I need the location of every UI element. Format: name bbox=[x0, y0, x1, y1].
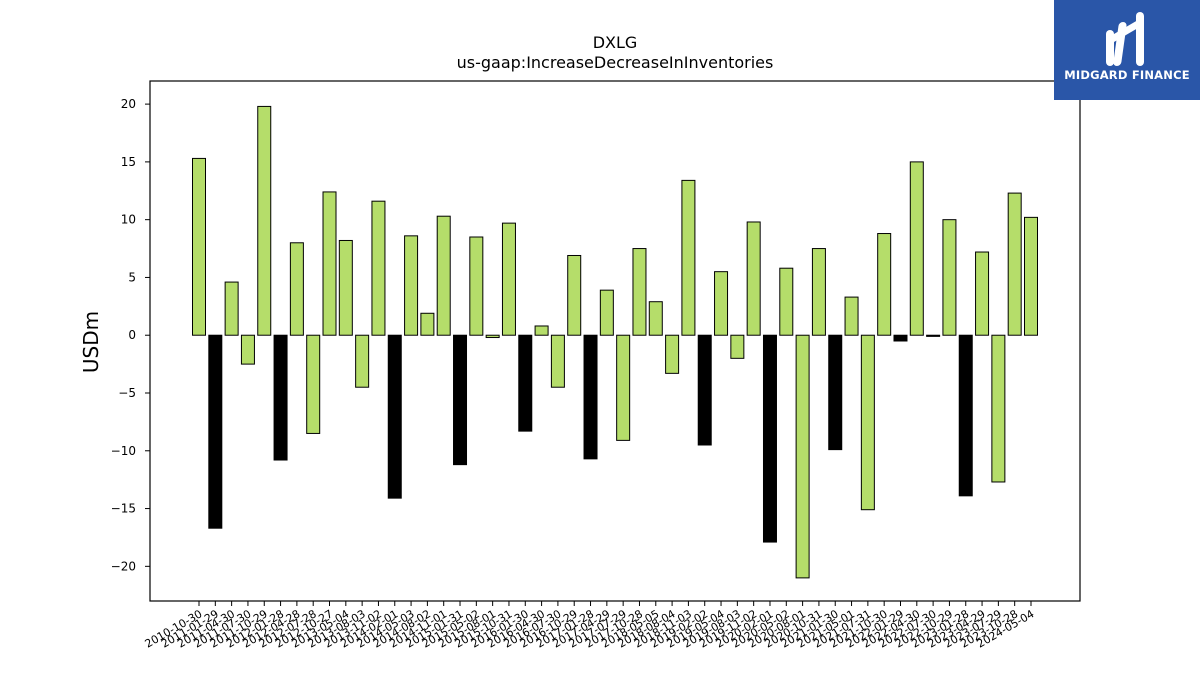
bar bbox=[224, 281, 239, 336]
chart-subtitle: us-gaap:IncreaseDecreaseInInventories bbox=[457, 53, 774, 72]
bar bbox=[991, 334, 1006, 483]
bar bbox=[632, 248, 647, 336]
bar bbox=[844, 296, 859, 336]
bar bbox=[665, 334, 680, 374]
bar bbox=[795, 334, 810, 579]
bar bbox=[746, 221, 761, 336]
bar bbox=[583, 334, 598, 460]
y-axis: 20 15 10 5 0 −5 −10 −15 −20 bbox=[111, 97, 150, 573]
bar bbox=[550, 334, 565, 388]
bar bbox=[909, 161, 924, 336]
bar bbox=[697, 334, 712, 446]
bar bbox=[240, 334, 255, 365]
y-tick-label: 20 bbox=[121, 97, 136, 111]
bar bbox=[730, 334, 745, 359]
bar bbox=[681, 179, 696, 336]
bar bbox=[926, 334, 941, 337]
bar bbox=[534, 325, 549, 336]
bar bbox=[273, 334, 288, 461]
bar bbox=[306, 334, 321, 434]
brand-logo: MIDGARD FINANCE bbox=[1054, 0, 1200, 100]
bar bbox=[762, 334, 777, 543]
bar bbox=[338, 239, 353, 336]
midgard-logo-icon bbox=[1106, 12, 1144, 66]
bar bbox=[453, 334, 468, 466]
bar bbox=[567, 254, 582, 336]
bar bbox=[387, 334, 402, 499]
bar bbox=[942, 219, 957, 336]
bar bbox=[192, 157, 206, 336]
bar bbox=[1024, 216, 1038, 336]
chart-title: DXLG bbox=[593, 33, 638, 52]
y-tick-label: 10 bbox=[121, 213, 136, 227]
bar bbox=[208, 334, 223, 529]
bar bbox=[599, 289, 614, 336]
bar bbox=[975, 251, 990, 336]
bar bbox=[860, 334, 875, 511]
bar bbox=[958, 334, 973, 497]
bar bbox=[469, 236, 484, 336]
bar bbox=[714, 271, 729, 336]
bar bbox=[893, 334, 908, 342]
bar bbox=[828, 334, 843, 451]
bar bbox=[877, 233, 892, 336]
bar bbox=[257, 105, 272, 336]
bar bbox=[648, 301, 663, 336]
bar bbox=[501, 222, 516, 336]
y-tick-label: 15 bbox=[121, 155, 136, 169]
bar bbox=[322, 191, 337, 336]
bar bbox=[355, 334, 370, 388]
bar bbox=[1007, 192, 1022, 336]
brand-name: MIDGARD FINANCE bbox=[1064, 68, 1190, 82]
bar bbox=[289, 242, 304, 336]
bar bbox=[779, 267, 794, 336]
y-tick-label: 5 bbox=[128, 270, 136, 284]
bar bbox=[420, 312, 435, 336]
bar bbox=[371, 200, 386, 336]
y-tick-label: 0 bbox=[128, 328, 136, 342]
bar bbox=[518, 334, 533, 432]
bar bbox=[616, 334, 631, 441]
y-tick-label: −10 bbox=[111, 444, 136, 458]
bar bbox=[436, 215, 451, 336]
bar-series bbox=[192, 105, 1038, 579]
plot-frame bbox=[149, 80, 1081, 602]
y-tick-label: −15 bbox=[111, 502, 136, 516]
y-tick-label: −5 bbox=[118, 386, 136, 400]
y-axis-label: USDm bbox=[79, 311, 103, 373]
bar bbox=[485, 334, 500, 339]
y-tick-label: −20 bbox=[111, 559, 136, 573]
bar bbox=[811, 248, 826, 336]
bar bbox=[404, 235, 419, 336]
x-axis: 2010-10-302011-01-292011-04-302011-07-30… bbox=[143, 601, 1037, 651]
